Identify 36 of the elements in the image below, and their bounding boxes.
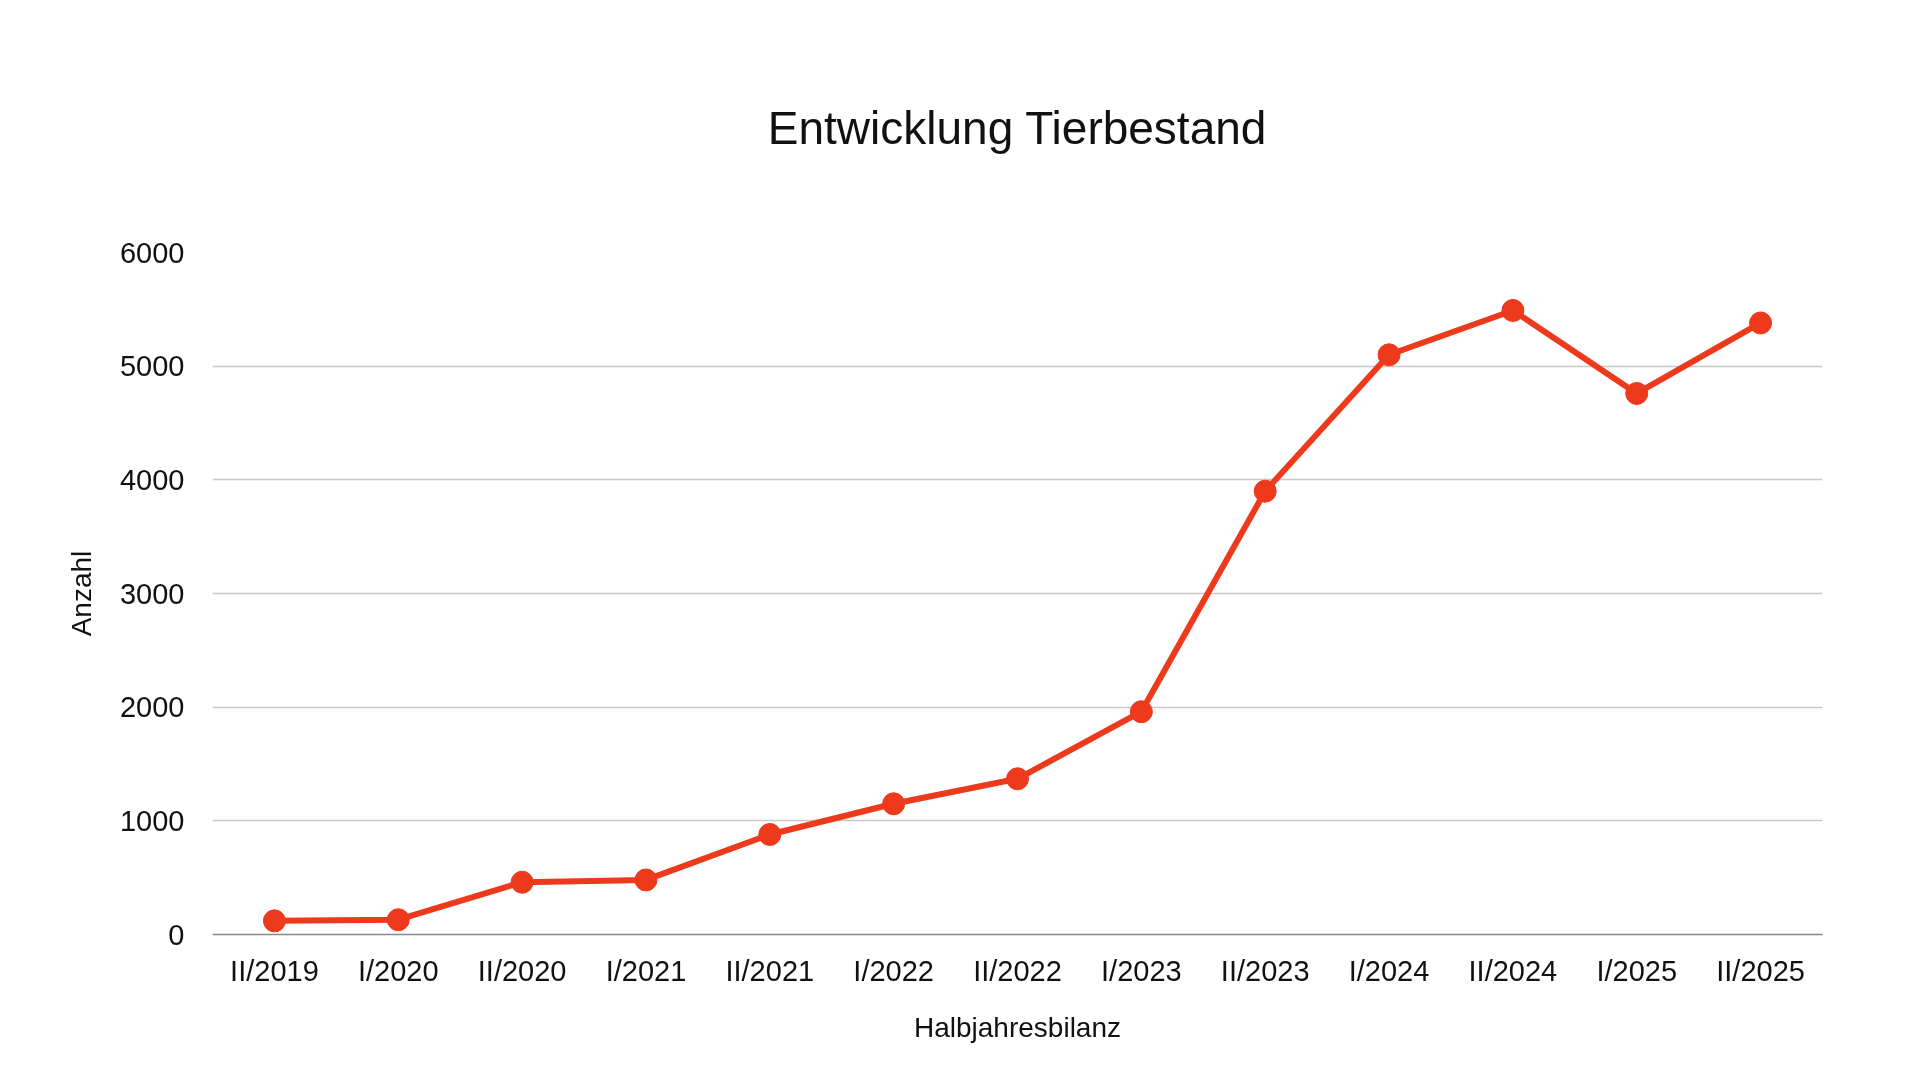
x-tick-label: I/2022 [853,954,934,987]
y-tick-label: 5000 [119,350,185,383]
x-tick-label: II/2020 [477,954,567,987]
y-axis-title: Anzahl [65,550,97,637]
x-tick-label: II/2024 [1468,954,1558,987]
y-tick-label: 4000 [119,463,185,496]
point [1377,343,1401,367]
x-tick-label: I/2025 [1596,954,1678,987]
point [262,909,286,933]
chart-title: Entwicklung Tierbestand [767,101,1267,154]
y-tick-label: 1000 [119,804,185,837]
point [882,792,906,816]
point [386,908,410,932]
point [634,868,658,892]
point [1501,298,1525,322]
y-tick-label: 0 [168,918,185,951]
x-tick-label: I/2020 [357,954,439,987]
point [1625,381,1649,405]
point [758,823,782,846]
y-tick-label: 3000 [119,577,185,610]
y-tick-label: 2000 [119,691,185,724]
y-tick-label: 6000 [119,236,185,269]
x-tick-label: II/2019 [230,954,319,987]
point [1006,767,1029,791]
point [1253,479,1277,503]
x-tick-label: II/2023 [1220,954,1310,987]
point [510,870,534,894]
point [1129,700,1153,724]
x-tick-label: II/2025 [1716,954,1805,987]
x-tick-label: II/2021 [725,954,815,987]
x-tick-label: I/2021 [605,954,687,987]
x-axis-title: Halbjahresbilanz [914,1011,1122,1043]
x-tick-label: II/2022 [973,954,1062,987]
x-tick-label: I/2023 [1101,954,1182,987]
point [1749,311,1773,335]
x-tick-label: I/2024 [1348,954,1430,987]
